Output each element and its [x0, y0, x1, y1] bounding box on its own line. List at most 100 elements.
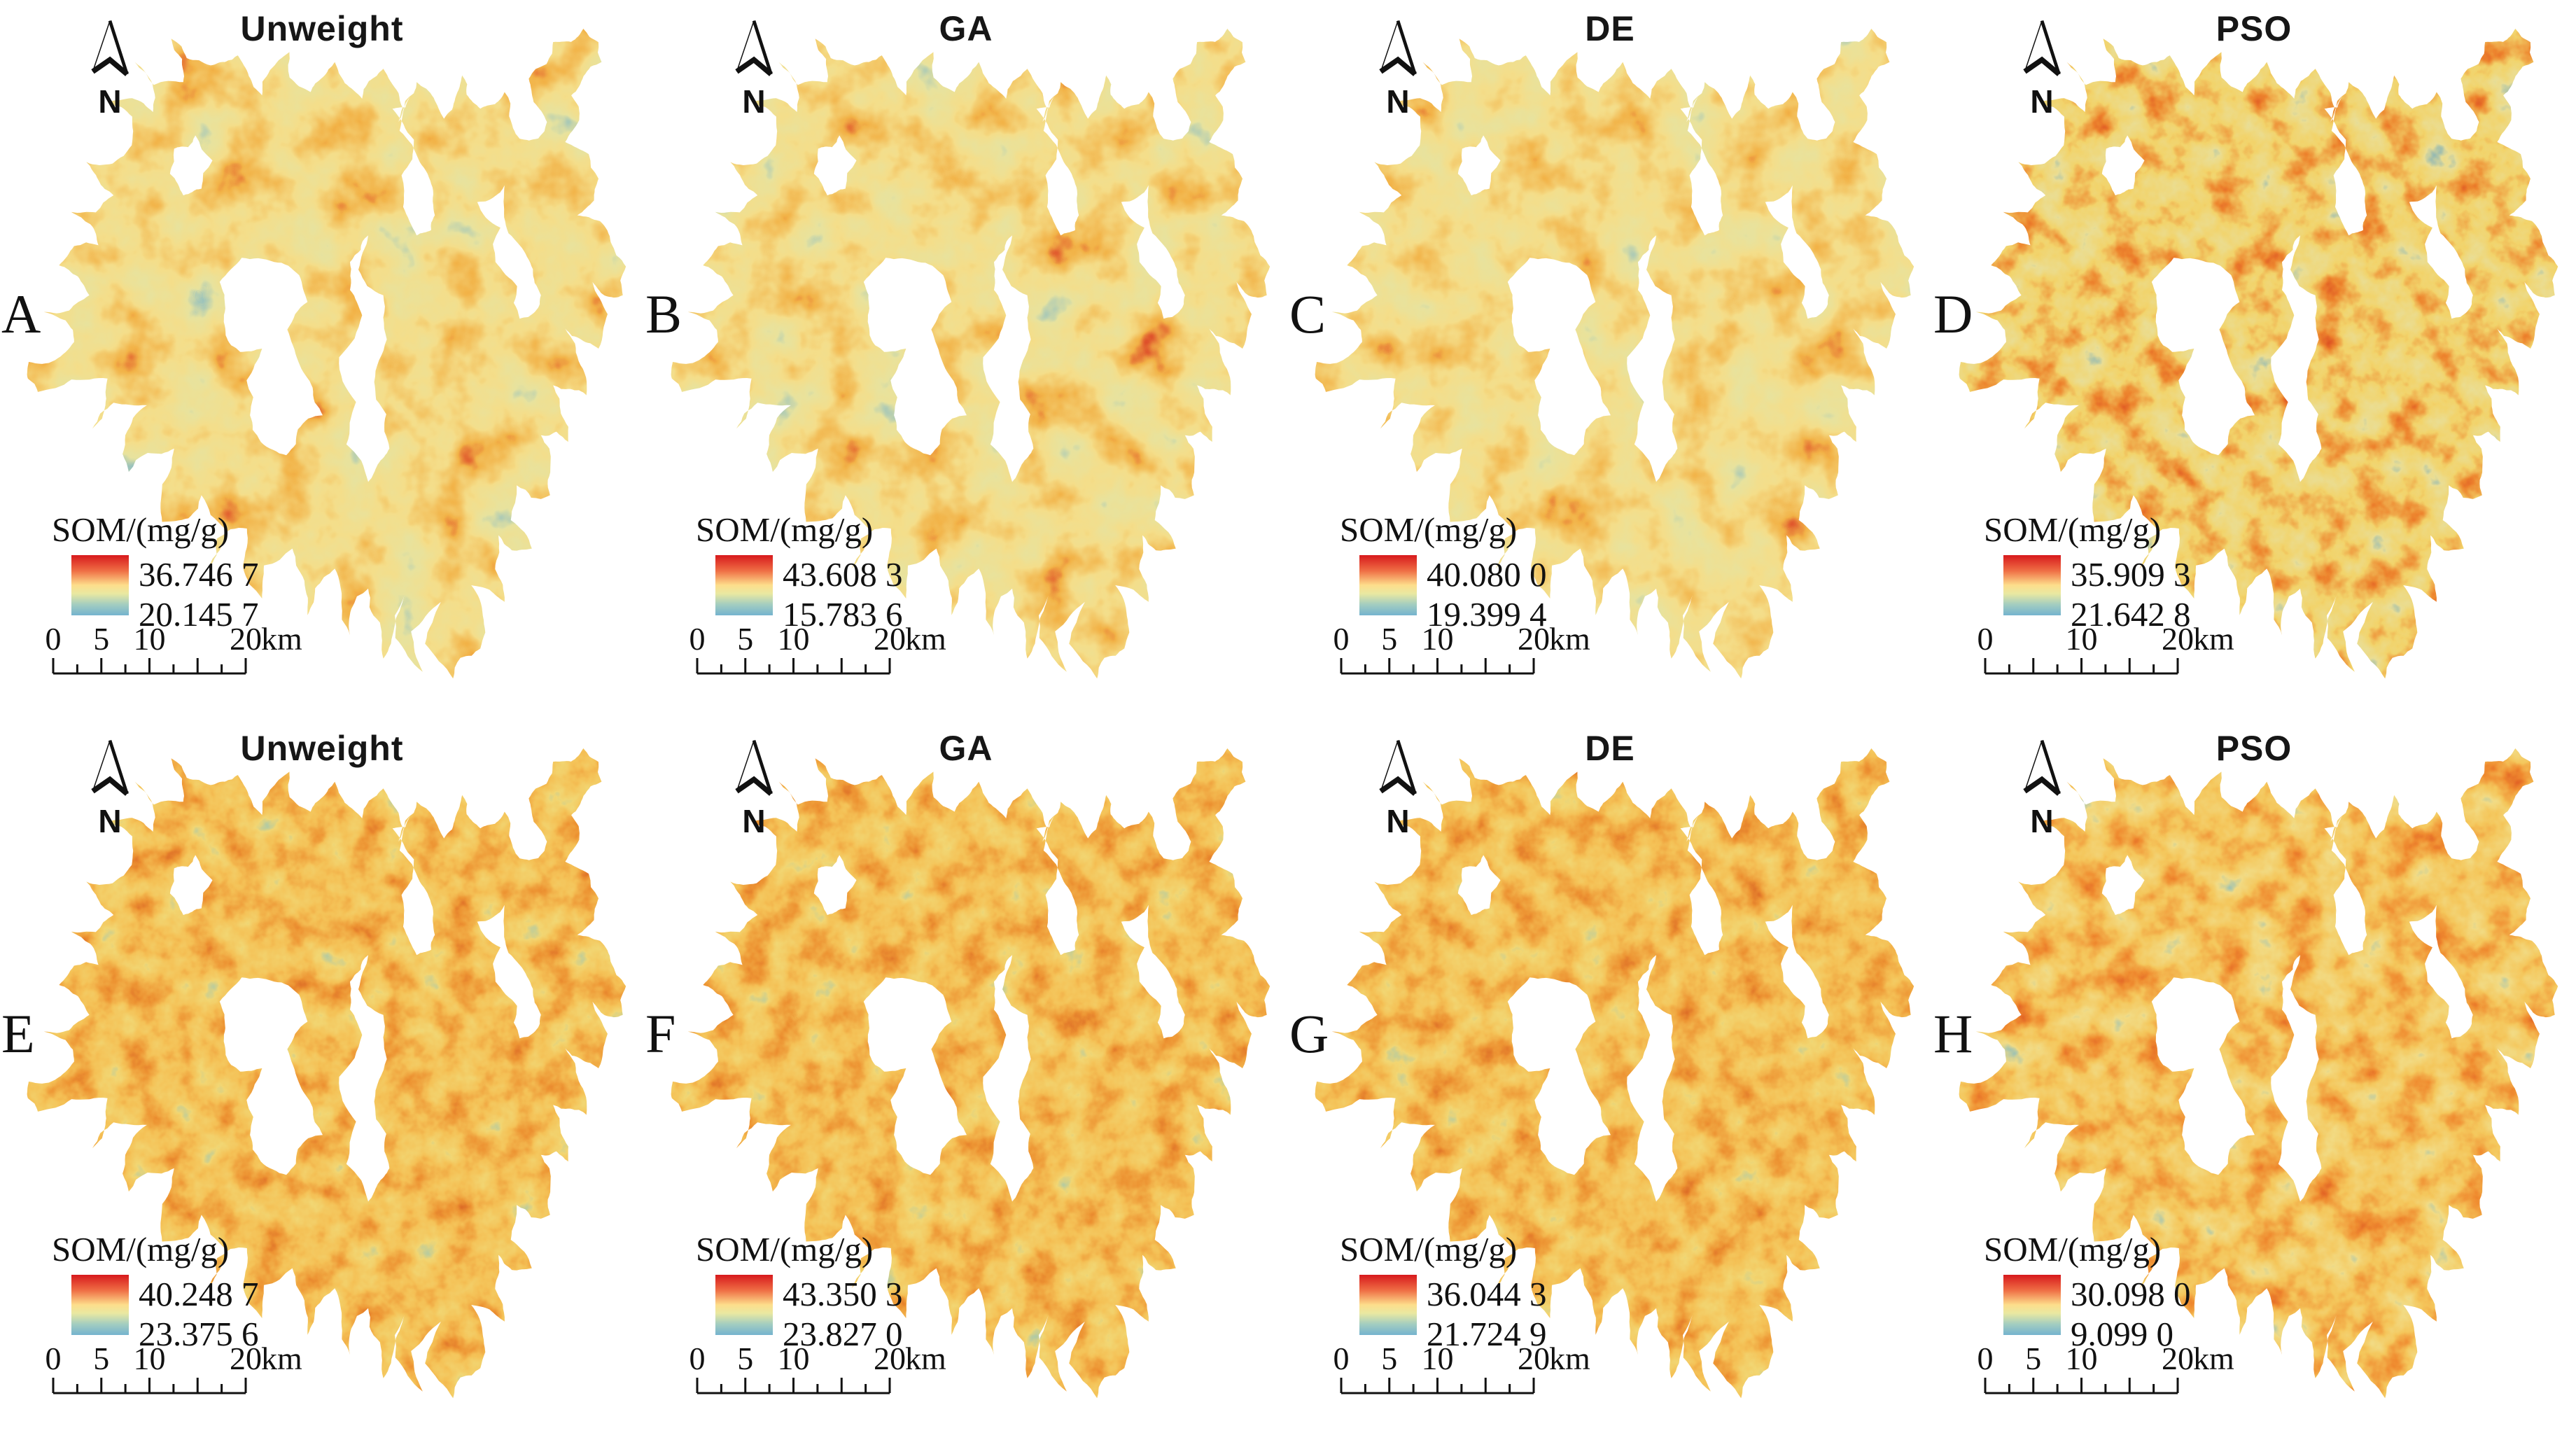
legend-title: SOM/(mg/g) — [1984, 1230, 2162, 1268]
north-arrow-icon — [1996, 18, 2087, 85]
svg-text:5: 5 — [1381, 621, 1397, 657]
north-arrow-icon — [1352, 738, 1443, 805]
legend: SOM/(mg/g) 36.044 3 21.724 9 — [1340, 1229, 1547, 1355]
panel-letter: H — [1933, 1003, 1973, 1064]
legend: SOM/(mg/g) 40.080 0 19.399 4 — [1340, 510, 1547, 635]
svg-text:0: 0 — [690, 621, 706, 657]
legend-min-value: 15.783 6 — [783, 594, 903, 634]
svg-text:0: 0 — [46, 1341, 62, 1376]
svg-text:5: 5 — [2025, 1341, 2041, 1376]
svg-text:10: 10 — [778, 621, 810, 657]
som-raster-map — [0, 720, 644, 1439]
panel-title: PSO — [2216, 9, 2292, 48]
legend-max-value: 43.350 3 — [783, 1275, 903, 1313]
svg-text:5: 5 — [737, 621, 753, 657]
panel-title: Unweight — [240, 9, 404, 48]
svg-text:10: 10 — [1422, 621, 1454, 657]
svg-text:10: 10 — [2066, 1341, 2098, 1376]
north-label: N — [98, 803, 122, 839]
legend: SOM/(mg/g) 40.248 7 23.375 6 — [52, 1229, 259, 1355]
north-arrow-icon — [708, 18, 799, 85]
map-panel-D: PSO N D SOM/(mg/g) 35.909 3 21.642 8 0 10… — [1932, 0, 2576, 720]
north-label: N — [2030, 83, 2054, 120]
legend-max-value: 35.909 3 — [2071, 555, 2191, 594]
map-panel-B: GA N B SOM/(mg/g) 43.608 3 15.783 6 0 5 10… — [644, 0, 1288, 720]
scale-bar: 0 5 10 20 km — [46, 1338, 368, 1406]
panel-letter: C — [1289, 284, 1326, 344]
som-raster-map — [1288, 0, 1932, 720]
north-arrow-icon — [1996, 738, 2087, 805]
legend-title: SOM/(mg/g) — [1340, 510, 1518, 549]
map-panel-A: Unweight N A SOM/(mg/g) 36.746 7 20.145 … — [0, 0, 644, 720]
som-raster-map — [1288, 720, 1932, 1439]
legend-gradient-swatch — [1359, 555, 1417, 615]
svg-text:km: km — [905, 1341, 946, 1376]
scale-bar: 0 5 10 20 km — [1978, 1338, 2300, 1406]
legend-gradient-swatch — [71, 1275, 129, 1335]
legend-title: SOM/(mg/g) — [1340, 1230, 1518, 1268]
legend-max-value: 36.746 7 — [139, 555, 259, 594]
legend-gradient-swatch — [2003, 1275, 2061, 1335]
map-panel-C: DE N C SOM/(mg/g) 40.080 0 19.399 4 0 5 10… — [1288, 0, 1932, 720]
map-panel-G: DE N G SOM/(mg/g) 36.044 3 21.724 9 0 5 10… — [1288, 720, 1932, 1439]
svg-text:km: km — [1549, 621, 1590, 657]
svg-text:10: 10 — [2066, 621, 2098, 657]
svg-text:20: 20 — [230, 621, 262, 657]
scale-bar: 0 5 10 20 km — [1334, 1338, 1656, 1406]
scale-bar: 0 5 10 20 km — [46, 619, 368, 686]
legend-gradient-swatch — [2003, 555, 2061, 615]
north-label: N — [2030, 803, 2054, 839]
svg-text:0: 0 — [46, 621, 62, 657]
som-raster-map — [644, 720, 1288, 1439]
legend-min-value: 21.724 9 — [1427, 1314, 1547, 1353]
svg-text:km: km — [905, 621, 946, 657]
scale-bar: 0 5 10 20 km — [690, 1338, 1012, 1406]
north-label: N — [1386, 803, 1410, 839]
legend-title: SOM/(mg/g) — [52, 1230, 230, 1268]
north-arrow: N — [708, 738, 799, 840]
svg-text:5: 5 — [737, 1341, 753, 1376]
svg-text:20: 20 — [1518, 621, 1550, 657]
legend: SOM/(mg/g) 43.608 3 15.783 6 — [696, 510, 903, 635]
north-arrow: N — [64, 738, 155, 840]
legend: SOM/(mg/g) 43.350 3 23.827 0 — [696, 1229, 903, 1355]
panel-title: Unweight — [240, 729, 404, 768]
legend-gradient-swatch — [715, 1275, 773, 1335]
scale-bar: 0 5 10 20 km — [690, 619, 1012, 686]
svg-text:10: 10 — [1422, 1341, 1454, 1376]
north-arrow-icon — [64, 18, 155, 85]
north-arrow: N — [1996, 18, 2087, 120]
panel-letter: E — [1, 1003, 35, 1064]
north-arrow: N — [708, 18, 799, 120]
svg-text:0: 0 — [1978, 621, 1994, 657]
legend-max-value: 40.080 0 — [1427, 555, 1547, 594]
svg-text:5: 5 — [1381, 1341, 1397, 1376]
north-arrow: N — [1996, 738, 2087, 840]
som-raster-map — [1932, 720, 2576, 1439]
north-arrow-icon — [1352, 18, 1443, 85]
svg-text:20: 20 — [2162, 621, 2194, 657]
panel-title: PSO — [2216, 729, 2292, 768]
north-arrow: N — [1352, 18, 1443, 120]
north-arrow-icon — [64, 738, 155, 805]
panel-title: GA — [939, 9, 993, 48]
legend-title: SOM/(mg/g) — [696, 1230, 874, 1268]
north-arrow: N — [64, 18, 155, 120]
svg-text:km: km — [261, 1341, 302, 1376]
svg-text:20: 20 — [874, 621, 906, 657]
svg-text:km: km — [261, 621, 302, 657]
panel-letter: G — [1289, 1003, 1329, 1064]
legend: SOM/(mg/g) 36.746 7 20.145 7 — [52, 510, 259, 635]
panel-letter: A — [1, 284, 41, 344]
legend-max-value: 30.098 0 — [2071, 1275, 2191, 1313]
svg-text:5: 5 — [93, 1341, 109, 1376]
svg-text:km: km — [2193, 1341, 2234, 1376]
svg-text:20: 20 — [230, 1341, 262, 1376]
legend-min-value: 19.399 4 — [1427, 594, 1547, 634]
legend-title: SOM/(mg/g) — [52, 510, 230, 549]
panel-title: GA — [939, 729, 993, 768]
svg-text:20: 20 — [1518, 1341, 1550, 1376]
svg-text:5: 5 — [93, 621, 109, 657]
north-label: N — [742, 803, 766, 839]
legend-title: SOM/(mg/g) — [696, 510, 874, 549]
